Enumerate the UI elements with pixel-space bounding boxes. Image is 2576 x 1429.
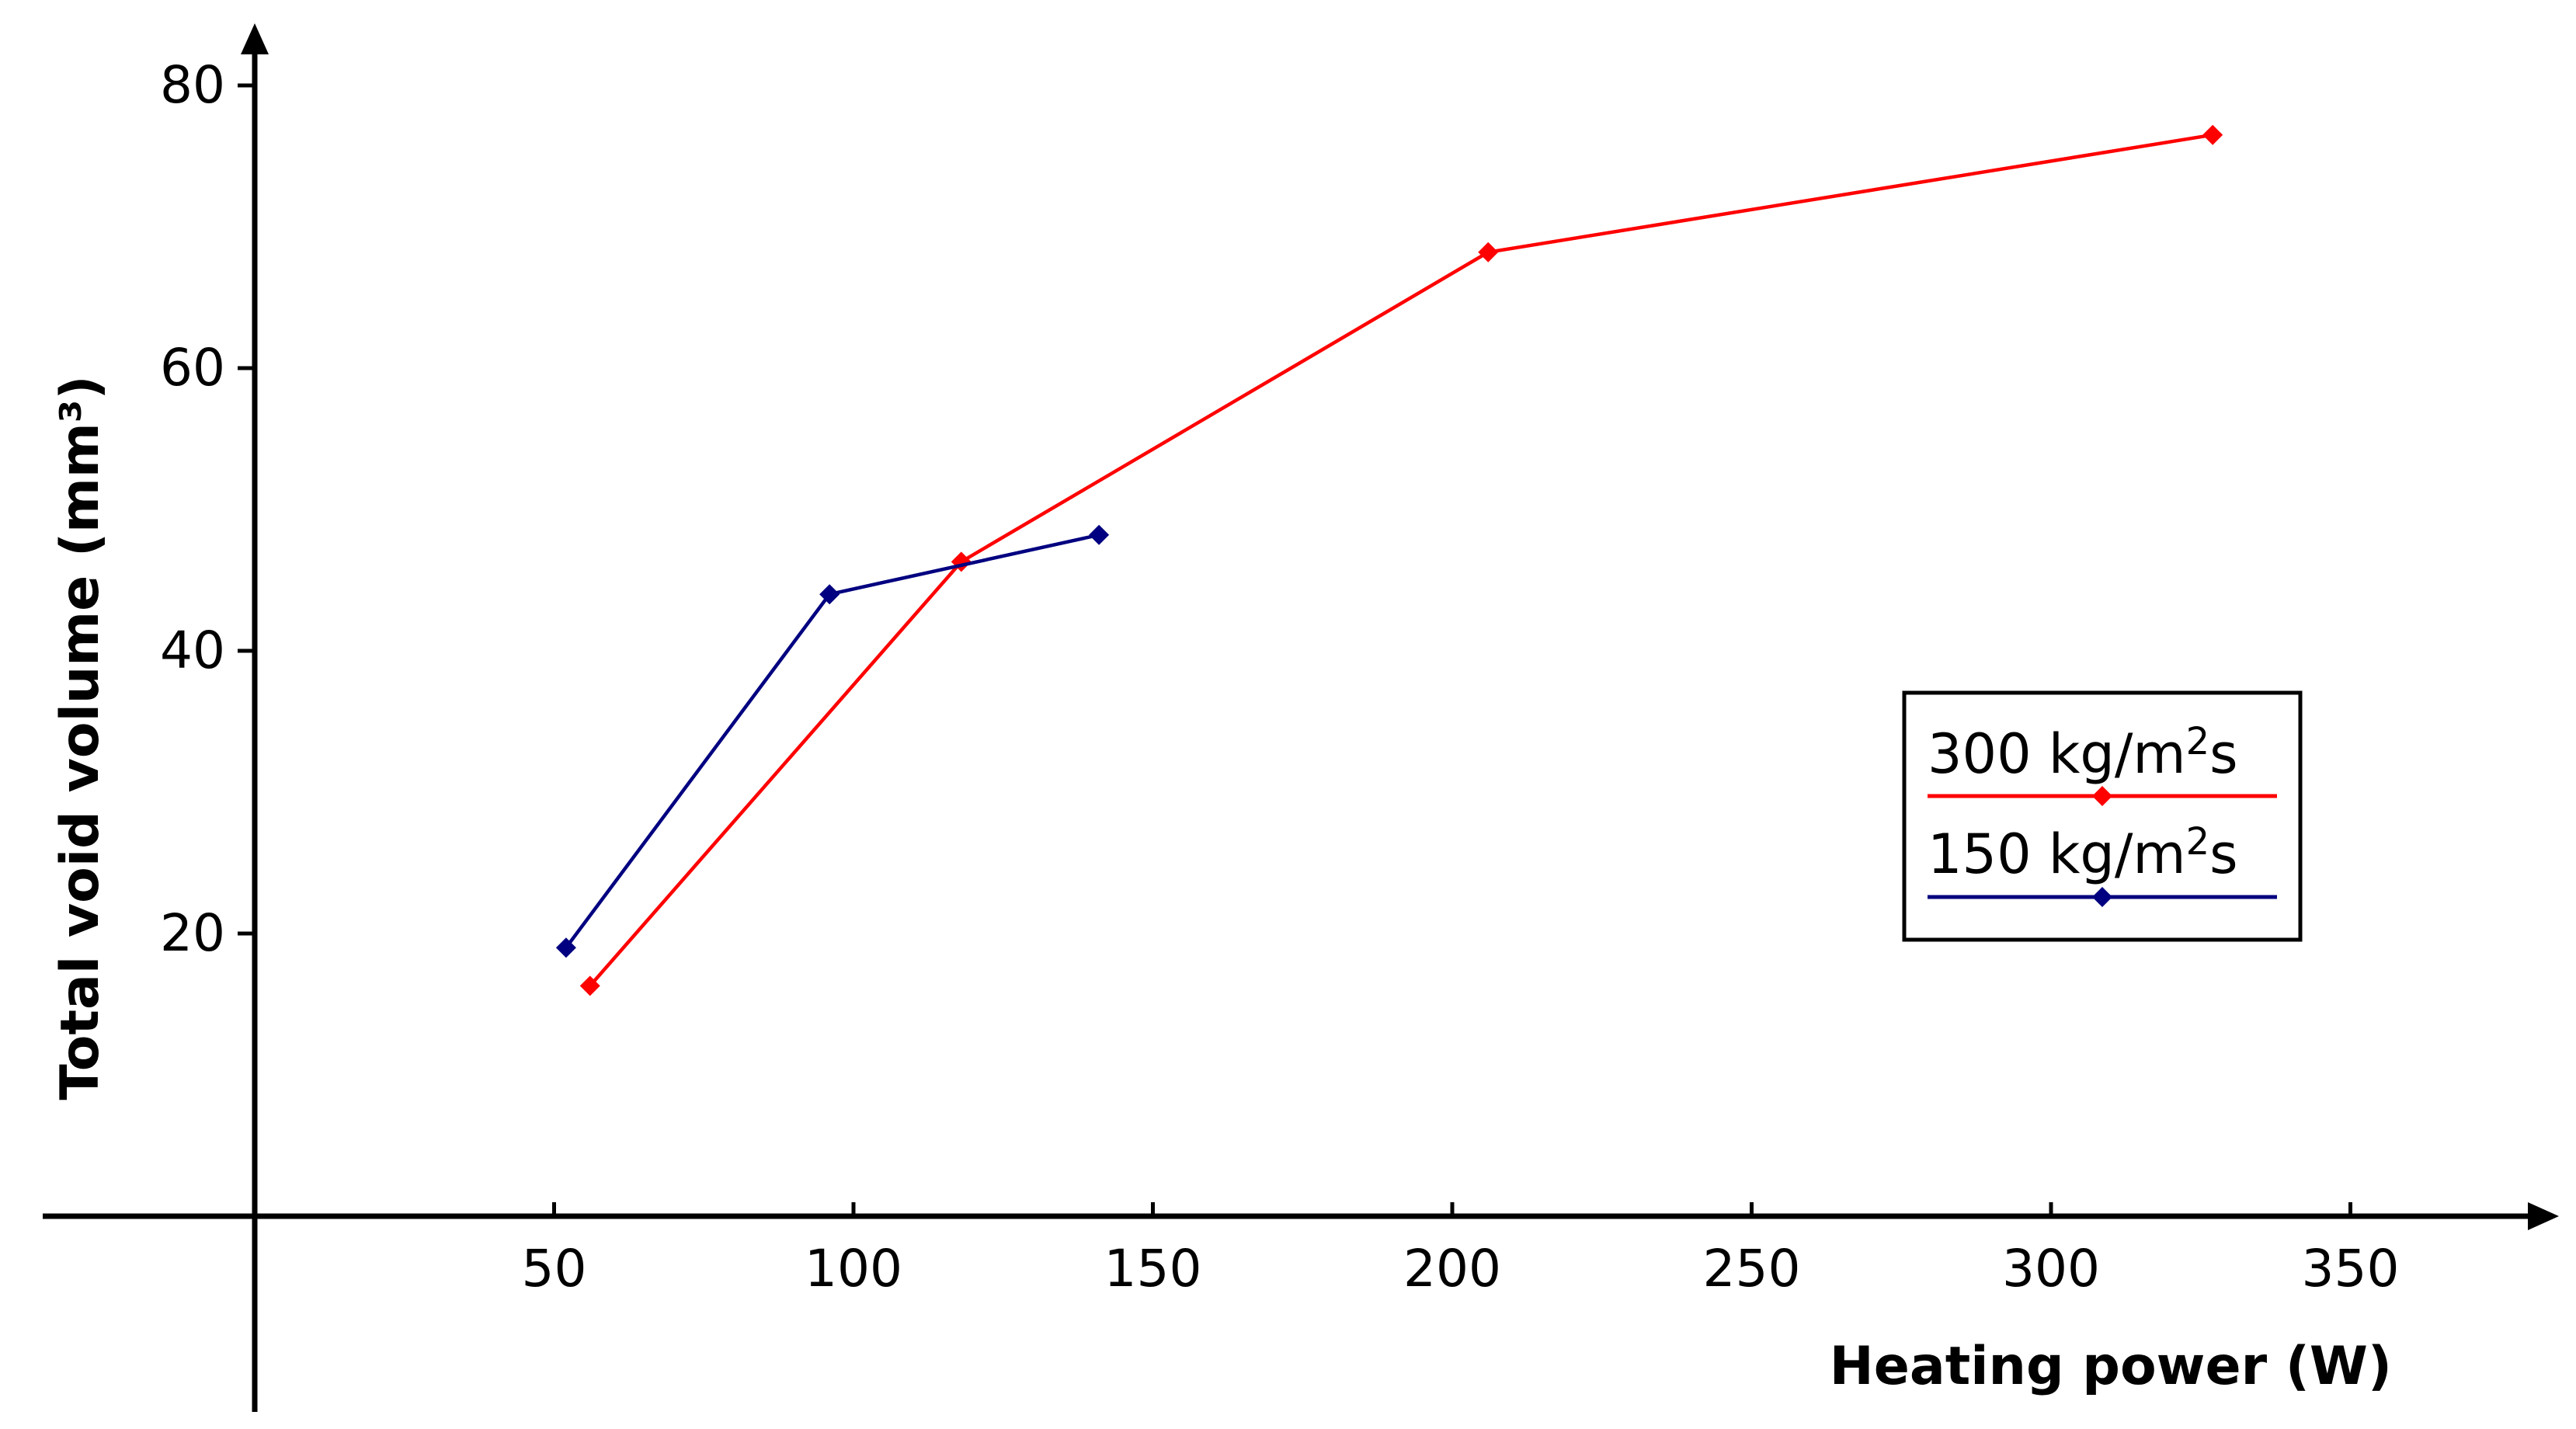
legend-marker-diamond <box>2092 887 2112 907</box>
x-ticks: 50 100 150 200 250 300 350 <box>522 1202 2400 1299</box>
legend-marker-300 <box>2092 786 2112 806</box>
series-layer <box>555 124 2223 996</box>
legend-label-300-tail: s <box>2209 722 2237 786</box>
data-point <box>819 584 840 605</box>
axes <box>43 23 2559 1412</box>
legend-label-150-base: 150 kg/m <box>1928 822 2186 886</box>
series-1 <box>555 524 1110 958</box>
y-axis-title: Total void volume (mm³) <box>50 375 111 1100</box>
y-tick-label: 60 <box>160 338 225 398</box>
x-tick-label: 350 <box>2302 1239 2400 1299</box>
legend-marker-150 <box>2092 887 2112 907</box>
series-0 <box>579 124 2223 996</box>
series-line <box>589 133 2213 987</box>
legend: 300 kg/m2s 150 kg/m2s <box>1902 690 2303 942</box>
legend-marker-diamond <box>2092 786 2112 806</box>
data-point <box>1478 242 1499 263</box>
data-point <box>555 937 576 958</box>
x-tick-label: 200 <box>1403 1239 1501 1299</box>
data-point <box>1089 524 1110 545</box>
legend-label-300: 300 kg/m2s <box>1928 720 2238 786</box>
x-tick-label: 50 <box>522 1239 587 1299</box>
x-tick-label: 300 <box>2002 1239 2100 1299</box>
x-tick-label: 250 <box>1703 1239 1801 1299</box>
y-tick-label: 20 <box>160 903 225 963</box>
data-point <box>579 975 600 996</box>
x-axis-title: Heating power (W) <box>1830 1336 2392 1397</box>
y-axis-arrow <box>241 23 269 54</box>
x-axis-arrow <box>2528 1202 2559 1230</box>
legend-label-150-tail: s <box>2209 822 2237 886</box>
y-tick-label: 40 <box>160 621 225 680</box>
x-tick-label: 150 <box>1104 1239 1202 1299</box>
legend-label-150-sup: 2 <box>2186 820 2210 864</box>
y-ticks: 20 40 60 80 <box>160 55 255 963</box>
legend-label-150: 150 kg/m2s <box>1928 820 2238 886</box>
x-tick-label: 100 <box>805 1239 902 1299</box>
data-point <box>2202 124 2223 145</box>
legend-label-300-sup: 2 <box>2186 720 2210 763</box>
y-tick-label: 80 <box>160 55 225 115</box>
legend-label-300-base: 300 kg/m <box>1928 722 2186 786</box>
